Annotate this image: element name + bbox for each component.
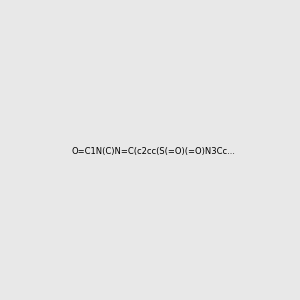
Text: O=C1N(C)N=C(c2cc(S(=O)(=O)N3Cc...: O=C1N(C)N=C(c2cc(S(=O)(=O)N3Cc... [72, 147, 236, 156]
